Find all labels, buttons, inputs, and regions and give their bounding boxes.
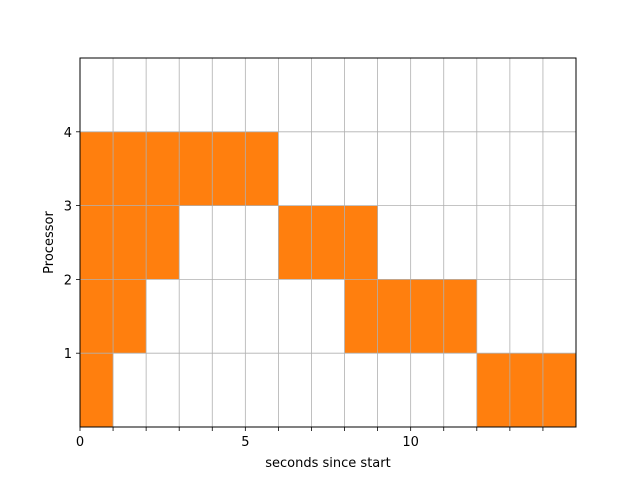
- cell-20: [509, 353, 543, 427]
- cell-21: [542, 353, 576, 427]
- ticks-layer: 0 5 10 1 2 3 4: [64, 126, 544, 450]
- cell-4: [113, 205, 147, 280]
- cell-16: [377, 279, 411, 354]
- cell-15: [344, 279, 378, 354]
- cell-17: [410, 279, 444, 354]
- x-tick-label: 10: [402, 435, 419, 450]
- y-tick-label: 1: [64, 347, 72, 362]
- cell-2: [113, 279, 147, 354]
- cell-9: [179, 131, 213, 206]
- cell-7: [113, 131, 147, 206]
- cell-18: [443, 279, 477, 354]
- cell-1: [80, 279, 114, 354]
- cell-0: [80, 353, 114, 427]
- cells-layer: [80, 131, 576, 427]
- cell-6: [80, 131, 114, 206]
- y-tick-label: 3: [64, 200, 72, 215]
- grid-layer: [80, 58, 576, 427]
- cell-3: [80, 205, 114, 280]
- plot-frame: [79, 57, 577, 428]
- cell-10: [212, 131, 246, 206]
- y-tick-label: 2: [64, 273, 72, 288]
- cell-14: [344, 205, 378, 280]
- x-axis-label: seconds since start: [265, 456, 390, 471]
- cell-8: [146, 131, 180, 206]
- y-axis-label: Processor: [42, 211, 57, 274]
- cell-19: [476, 353, 510, 427]
- y-tick-label: 4: [64, 126, 72, 141]
- cell-5: [146, 205, 180, 280]
- x-tick-label: 0: [76, 435, 84, 450]
- cell-12: [278, 205, 312, 280]
- cell-11: [245, 131, 279, 206]
- x-tick-label: 5: [241, 435, 249, 450]
- cell-13: [311, 205, 345, 280]
